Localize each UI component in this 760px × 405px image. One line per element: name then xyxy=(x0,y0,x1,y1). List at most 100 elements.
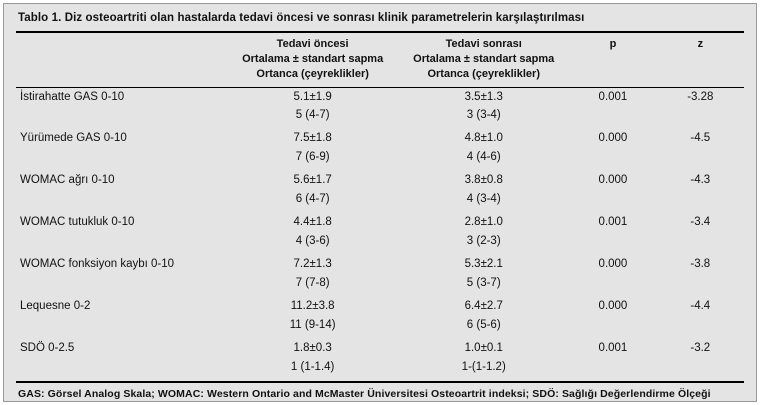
pre-median-value: 7 (7-8) xyxy=(295,276,330,289)
parameter-name: İstirahatte GAS 0-10 xyxy=(20,90,125,103)
pre-mean-value: 7.2±1.3 xyxy=(293,258,332,271)
pre-mean-value: 5.6±1.7 xyxy=(293,174,332,187)
table-footnote: GAS: Görsel Analog Skala; WOMAC: Western… xyxy=(16,380,744,401)
p-empty xyxy=(569,316,656,339)
pre-median-value: 6 (4-7) xyxy=(295,193,330,206)
post-mean-value: 5.3±2.1 xyxy=(464,258,503,271)
pre-mean-value: 7.5±1.8 xyxy=(293,132,332,145)
p-value: 0.001 xyxy=(598,90,628,103)
pre-median-value: 11 (9-14) xyxy=(289,318,336,331)
table-header: Tedavi öncesi Ortalama ± standart sapma … xyxy=(16,30,744,88)
table-row-median: 11 (9-14) 6 (5-6) xyxy=(16,316,744,339)
table-title-text: Diz osteoartriti olan hastalarda tedavi … xyxy=(61,12,585,24)
parameter-name-empty xyxy=(16,358,227,381)
z-empty xyxy=(657,358,744,381)
table-row-median: 5 (4-7) 3 (3-4) xyxy=(16,106,744,129)
post-median-value: 4 (4-6) xyxy=(466,151,501,164)
p-empty xyxy=(569,232,656,255)
post-median-value: 5 (3-7) xyxy=(466,276,501,289)
table-row-median: 7 (7-8) 5 (3-7) xyxy=(16,274,744,297)
z-value: -4.5 xyxy=(690,132,711,145)
z-empty xyxy=(657,190,744,213)
z-value: -3.28 xyxy=(687,90,714,103)
post-median-value: 6 (5-6) xyxy=(466,318,501,331)
parameter-name: Yürümede GAS 0-10 xyxy=(20,132,127,145)
table-row-median: 1 (1-1.4) 1-(1-1.2) xyxy=(16,358,744,381)
post-median-value: 1-(1-1.2) xyxy=(461,360,506,373)
table-title: Tablo 1. Diz osteoartriti olan hastalard… xyxy=(16,10,744,31)
z-value: -4.3 xyxy=(690,174,711,187)
parameter-name-empty xyxy=(16,190,227,213)
header-p-value: p xyxy=(569,30,657,88)
table-row-mean: WOMAC tutukluk 0-10 4.4±1.8 2.8±1.0 0.001 -3… xyxy=(16,213,744,232)
post-mean-value: 3.8±0.8 xyxy=(464,174,503,187)
table-row-mean: Lequesne 0-2 11.2±3.8 6.4±2.7 0.000 -4.4 xyxy=(16,297,744,316)
z-empty xyxy=(657,148,744,171)
p-value: 0.000 xyxy=(598,132,628,145)
parameter-name-empty xyxy=(16,148,227,171)
post-mean-value: 1.0±0.1 xyxy=(464,341,503,354)
p-value: 0.001 xyxy=(598,216,628,229)
table-row-mean: WOMAC fonksiyon kaybı 0-10 7.2±1.3 5.3±2.1… xyxy=(16,255,744,274)
p-empty xyxy=(569,358,656,381)
header-pre-line2: Ortalama ± standart sapma xyxy=(242,52,384,65)
post-mean-value: 4.8±1.0 xyxy=(464,132,503,145)
table-row-mean: SDÖ 0-2.5 1.8±0.3 1.0±0.1 0.001 -3.2 xyxy=(16,339,744,358)
table-row-mean: WOMAC ağrı 0-10 5.6±1.7 3.8±0.8 0.000 -4.3 xyxy=(16,171,744,190)
table-row-median: 7 (6-9) 4 (4-6) xyxy=(16,148,744,171)
p-value: 0.000 xyxy=(598,299,628,312)
table-body: İstirahatte GAS 0-10 5.1±1.9 3.5±1.3 0.001 -… xyxy=(16,87,744,381)
header-parameter xyxy=(16,30,228,88)
pre-mean-value: 5.1±1.9 xyxy=(293,90,332,103)
table-header-row: Tedavi öncesi Ortalama ± standart sapma … xyxy=(16,30,744,88)
clinical-parameters-table: Tedavi öncesi Ortalama ± standart sapma … xyxy=(16,30,744,381)
p-value: 0.000 xyxy=(598,258,628,271)
pre-median-value: 4 (3-6) xyxy=(295,235,330,248)
parameter-name: Lequesne 0-2 xyxy=(20,299,91,312)
parameter-name: SDÖ 0-2.5 xyxy=(20,341,75,354)
header-pre-line3: Ortanca (çeyreklikler) xyxy=(256,67,369,80)
header-pre-treatment: Tedavi öncesi Ortalama ± standart sapma … xyxy=(227,30,399,88)
header-z-value: z xyxy=(656,30,744,88)
parameter-name: WOMAC fonksiyon kaybı 0-10 xyxy=(20,258,175,271)
pre-mean-value: 11.2±3.8 xyxy=(290,299,335,312)
pre-median-value: 5 (4-7) xyxy=(295,109,330,122)
table-row-mean: Yürümede GAS 0-10 7.5±1.8 4.8±1.0 0.000 -4.5 xyxy=(16,129,744,148)
pre-median-value: 1 (1-1.4) xyxy=(290,360,335,373)
post-median-value: 3 (2-3) xyxy=(466,235,501,248)
pre-median-value: 7 (6-9) xyxy=(295,151,330,164)
header-pre-line1: Tedavi öncesi xyxy=(276,38,349,50)
p-value: 0.001 xyxy=(598,341,628,354)
parameter-name: WOMAC ağrı 0-10 xyxy=(20,174,115,187)
pre-mean-value: 1.8±0.3 xyxy=(293,341,332,354)
parameter-name-empty xyxy=(16,106,227,129)
table-panel: Tablo 1. Diz osteoartriti olan hastalard… xyxy=(3,3,757,402)
z-value: -4.4 xyxy=(690,299,711,312)
z-empty xyxy=(657,316,744,339)
table-title-label: Tablo 1. xyxy=(18,12,62,24)
post-mean-value: 2.8±1.0 xyxy=(464,216,503,229)
header-post-line2: Ortalama ± standart sapma xyxy=(413,52,555,65)
table-row-mean: İstirahatte GAS 0-10 5.1±1.9 3.5±1.3 0.001 -… xyxy=(16,87,744,106)
z-empty xyxy=(657,232,744,255)
parameter-name-empty xyxy=(16,274,227,297)
table-row-median: 4 (3-6) 3 (2-3) xyxy=(16,232,744,255)
post-mean-value: 3.5±1.3 xyxy=(464,90,503,103)
parameter-name: WOMAC tutukluk 0-10 xyxy=(20,216,135,229)
header-post-line3: Ortanca (çeyreklikler) xyxy=(427,67,540,80)
header-post-line1: Tedavi sonrası xyxy=(445,38,522,50)
z-value: -3.4 xyxy=(690,216,711,229)
p-empty xyxy=(569,106,656,129)
p-empty xyxy=(569,190,656,213)
header-post-treatment: Tedavi sonrası Ortalama ± standart sapma… xyxy=(398,30,570,88)
post-median-value: 3 (3-4) xyxy=(466,109,501,122)
p-empty xyxy=(569,148,656,171)
pre-mean-value: 4.4±1.8 xyxy=(293,216,332,229)
post-median-value: 4 (3-4) xyxy=(466,193,501,206)
p-empty xyxy=(569,274,656,297)
z-empty xyxy=(657,106,744,129)
z-value: -3.2 xyxy=(690,341,711,354)
parameter-name-empty xyxy=(16,232,227,255)
parameter-name-empty xyxy=(16,316,227,339)
post-mean-value: 6.4±2.7 xyxy=(464,299,503,312)
